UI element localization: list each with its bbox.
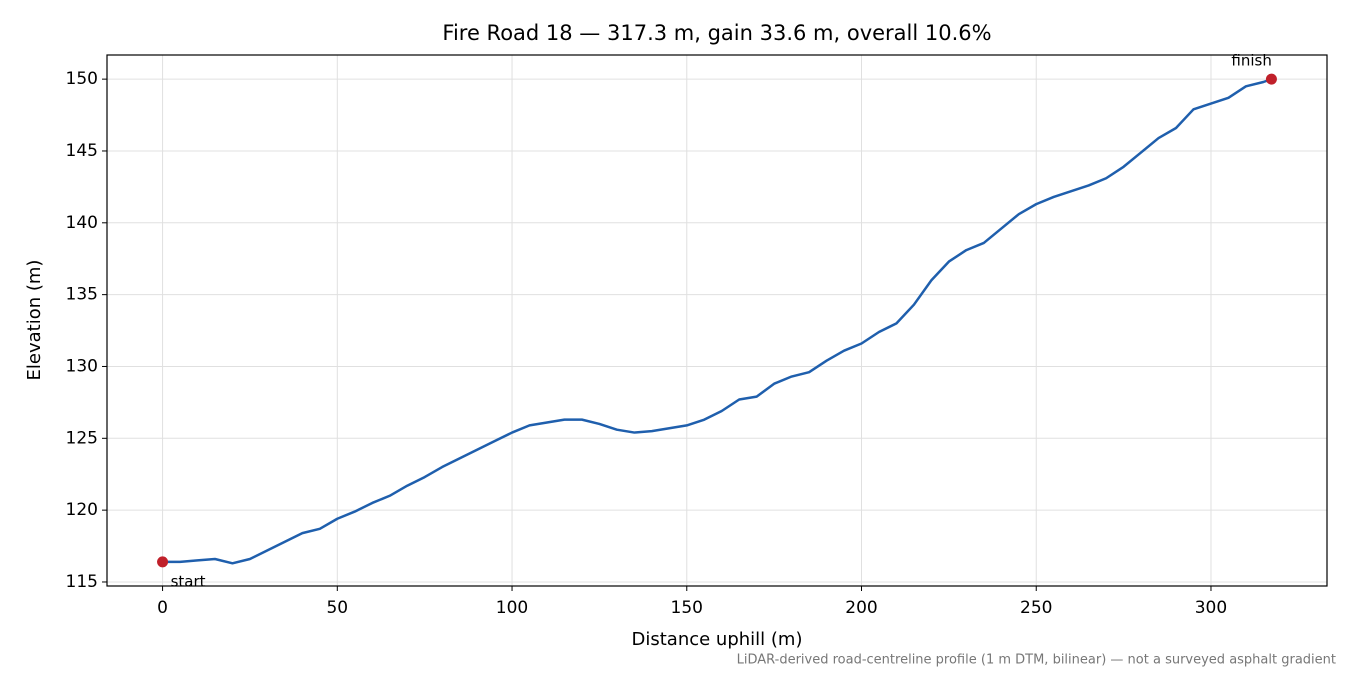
y-tick-label: 135 — [66, 285, 98, 305]
endpoint-label: start — [171, 572, 206, 590]
y-tick-label: 130 — [66, 356, 98, 376]
y-tick-label: 120 — [66, 500, 98, 520]
y-tick-label: 115 — [66, 572, 98, 592]
y-tick-label: 140 — [66, 213, 98, 233]
endpoint-marker — [157, 556, 169, 568]
x-tick-label: 200 — [845, 598, 877, 618]
x-tick-label: 50 — [326, 598, 348, 618]
endpoint-label: finish — [1231, 52, 1271, 70]
x-tick-label: 100 — [496, 598, 528, 618]
x-tick-label: 150 — [671, 598, 703, 618]
elevation-line — [162, 77, 1272, 565]
chart-title: Fire Road 18 — 317.3 m, gain 33.6 m, ove… — [442, 21, 991, 45]
y-tick-label: 150 — [66, 69, 98, 89]
y-tick-label: 125 — [66, 428, 98, 448]
endpoint-marker — [1265, 73, 1277, 85]
x-axis-label: Distance uphill (m) — [632, 629, 803, 650]
y-axis-label: Elevation (m) — [24, 260, 45, 381]
plot-frame — [106, 54, 1328, 587]
x-tick-label: 0 — [157, 598, 168, 618]
x-tick-label: 300 — [1195, 598, 1227, 618]
y-tick-label: 145 — [66, 141, 98, 161]
x-tick-label: 250 — [1020, 598, 1052, 618]
footnote: LiDAR-derived road-centreline profile (1… — [737, 653, 1336, 668]
